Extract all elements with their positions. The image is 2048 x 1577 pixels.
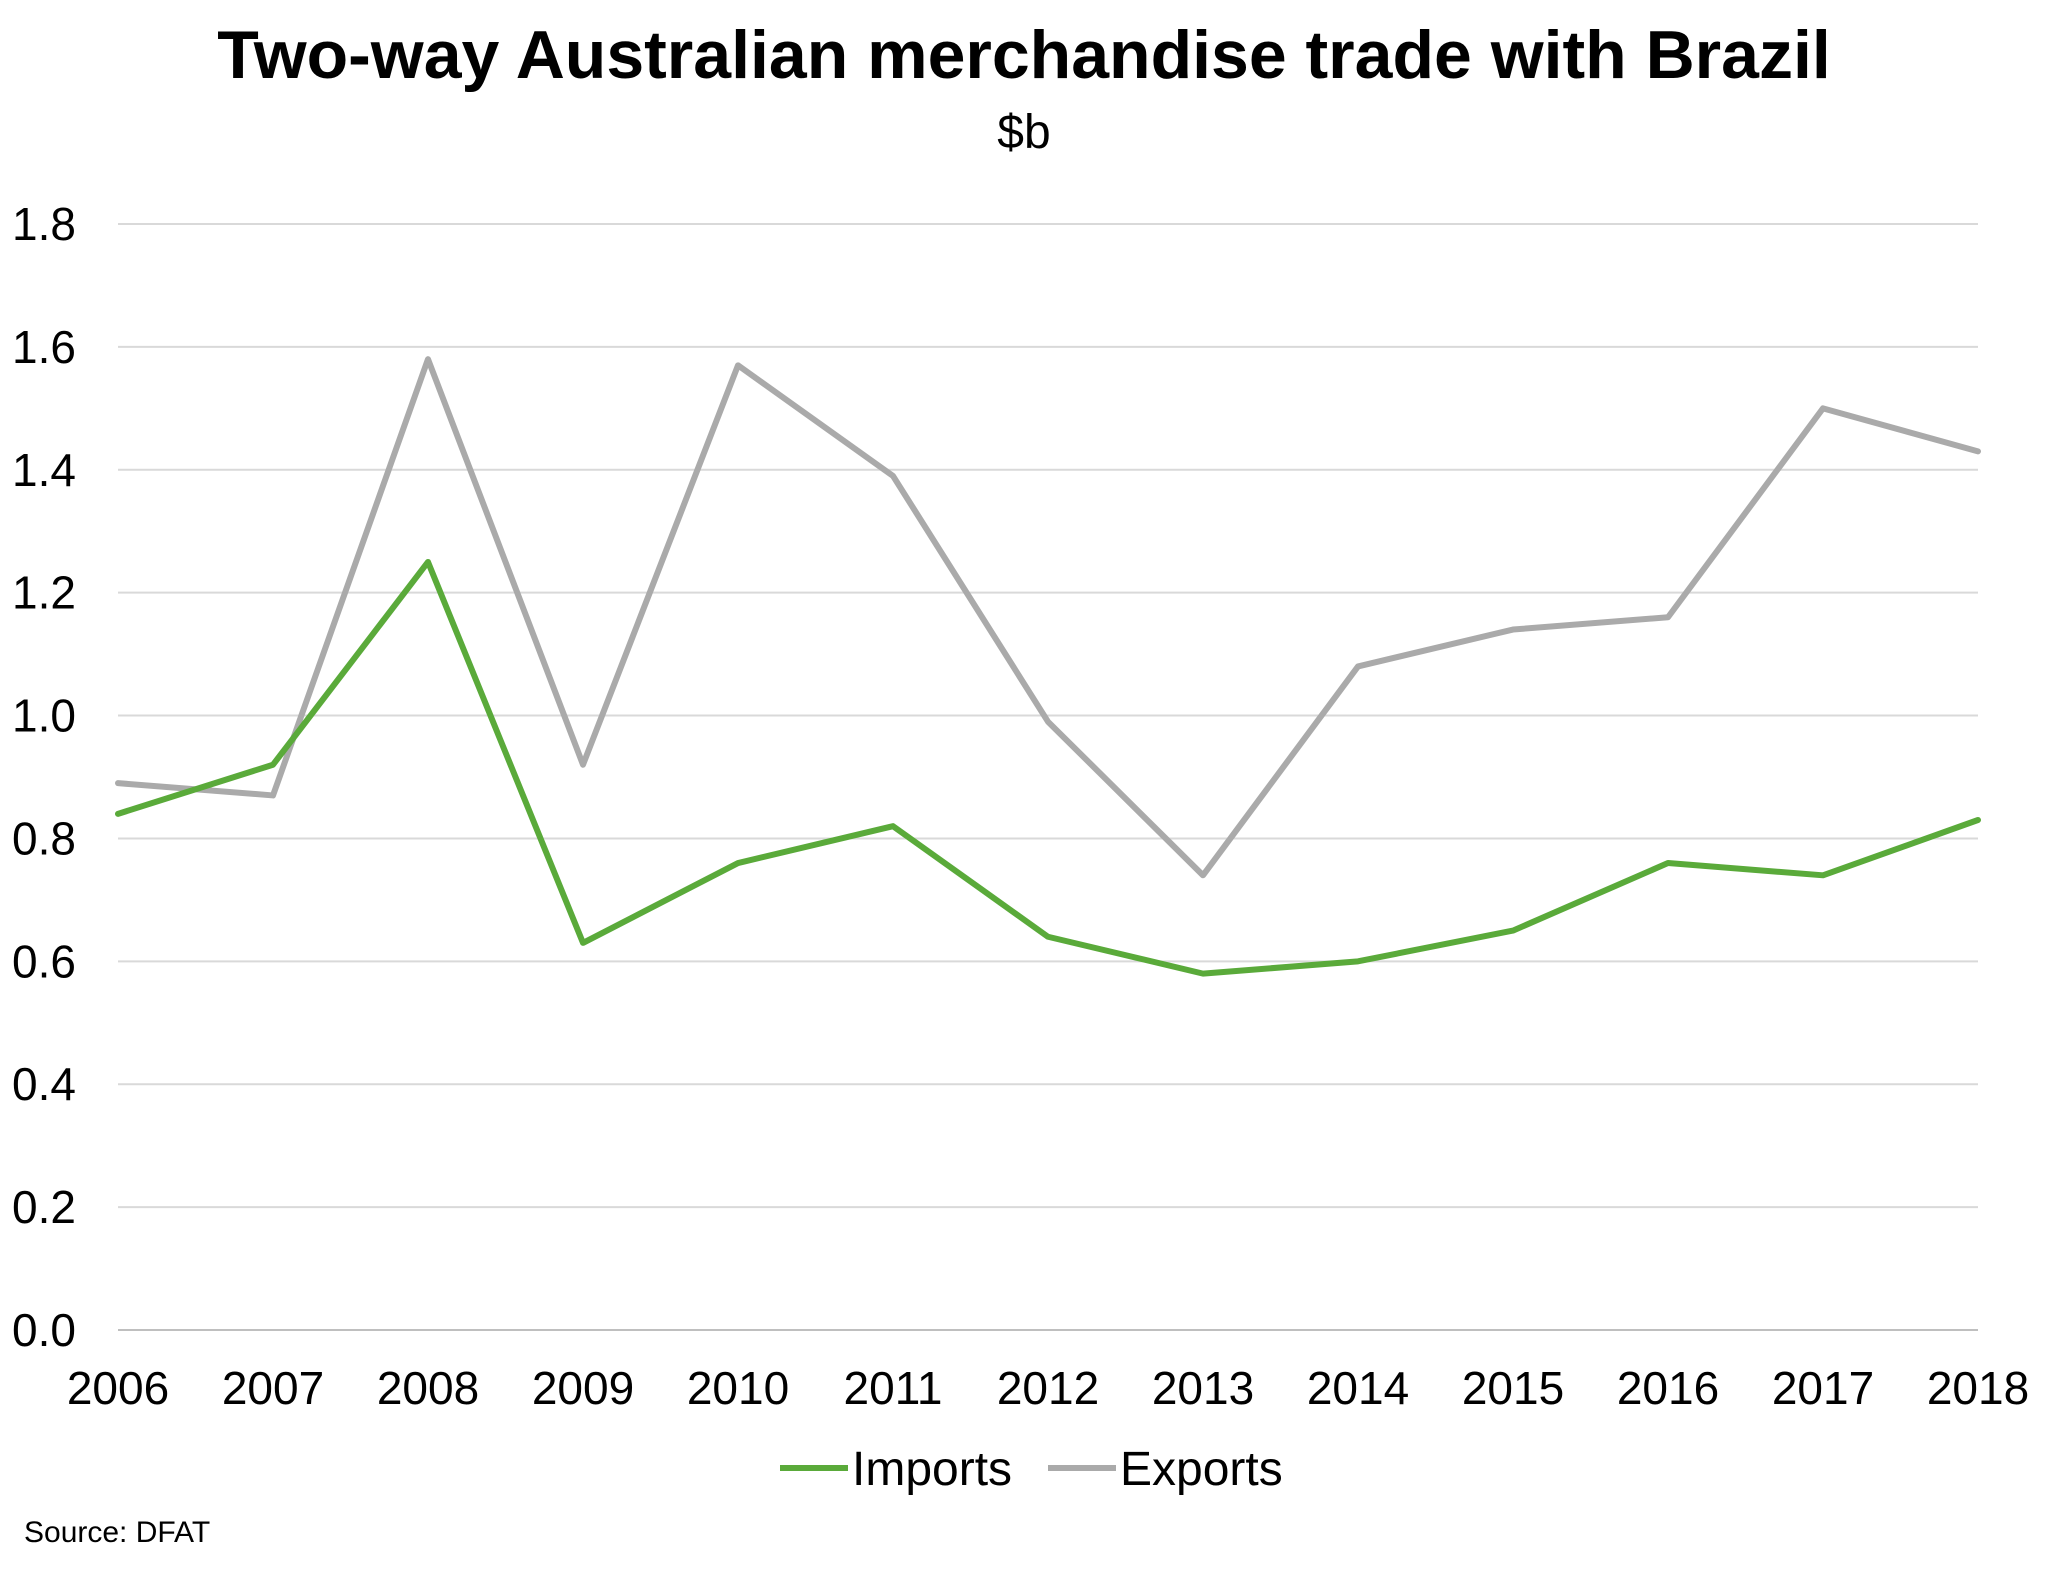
y-tick-label: 1.0: [12, 690, 76, 742]
x-tick-label: 2017: [1772, 1362, 1874, 1414]
y-tick-label: 0.8: [12, 812, 76, 864]
data-point-imports: [582, 941, 584, 944]
data-point-imports: [892, 825, 894, 828]
x-tick-label: 2018: [1927, 1362, 2029, 1414]
x-tick-label: 2007: [222, 1362, 324, 1414]
data-point-imports: [272, 763, 274, 766]
data-point-imports: [1977, 819, 1979, 822]
y-tick-label: 1.6: [12, 321, 76, 373]
data-point-imports: [737, 862, 739, 865]
data-point-imports: [1202, 972, 1204, 975]
data-point-exports: [1047, 720, 1049, 723]
data-point-imports: [1357, 960, 1359, 963]
chart-subtitle: $b: [997, 106, 1050, 159]
y-tick-label: 0.6: [12, 935, 76, 987]
y-tick-label: 0.0: [12, 1304, 76, 1356]
y-tick-label: 0.4: [12, 1058, 76, 1110]
chart-title: Two-way Australian merchandise trade wit…: [217, 17, 1831, 93]
data-point-exports: [582, 763, 584, 766]
x-tick-label: 2014: [1307, 1362, 1409, 1414]
legend: Imports Exports: [780, 1443, 1283, 1496]
x-tick-label: 2011: [844, 1362, 943, 1414]
data-point-imports: [1667, 862, 1669, 865]
data-point-imports: [1822, 874, 1824, 877]
legend-label-imports: Imports: [852, 1443, 1012, 1496]
data-point-exports: [117, 782, 119, 785]
data-point-exports: [1512, 628, 1514, 631]
data-point-imports: [1047, 935, 1049, 938]
data-point-exports: [427, 358, 429, 361]
series-line-imports: [115, 558, 1981, 977]
data-point-imports: [427, 560, 429, 563]
series-lines: [115, 356, 1981, 977]
data-point-exports: [1977, 450, 1979, 453]
data-point-exports: [1822, 407, 1824, 410]
legend-label-exports: Exports: [1120, 1443, 1283, 1496]
data-point-exports: [272, 794, 274, 797]
data-point-imports: [1512, 929, 1514, 932]
data-point-imports: [117, 812, 119, 815]
x-axis-ticks: 2006 2007 2008 2009 2010 2011 2012 2013 2014 2015…: [67, 1362, 2029, 1414]
data-point-exports: [892, 474, 894, 477]
source-note: Source: DFAT: [24, 1516, 210, 1549]
x-tick-label: 2009: [532, 1362, 634, 1414]
data-point-exports: [1667, 616, 1669, 619]
data-point-exports: [1202, 874, 1204, 877]
series-line-exports: [115, 356, 1981, 879]
y-tick-label: 1.4: [12, 444, 76, 496]
y-tick-label: 0.2: [12, 1181, 76, 1233]
x-tick-label: 2008: [377, 1362, 479, 1414]
data-point-exports: [1357, 665, 1359, 668]
x-tick-label: 2013: [1152, 1362, 1254, 1414]
x-tick-label: 2016: [1617, 1362, 1719, 1414]
x-tick-label: 2006: [67, 1362, 169, 1414]
gridlines: [118, 223, 1978, 1209]
y-axis-ticks: 0.0 0.2 0.4 0.6 0.8 1.0 1.2 1.4 1.6 1.8: [12, 198, 76, 1356]
data-point-exports: [737, 364, 739, 367]
x-tick-label: 2012: [997, 1362, 1099, 1414]
x-tick-label: 2010: [687, 1362, 789, 1414]
y-tick-label: 1.8: [12, 198, 76, 250]
y-tick-label: 1.2: [12, 567, 76, 619]
x-tick-label: 2015: [1462, 1362, 1564, 1414]
